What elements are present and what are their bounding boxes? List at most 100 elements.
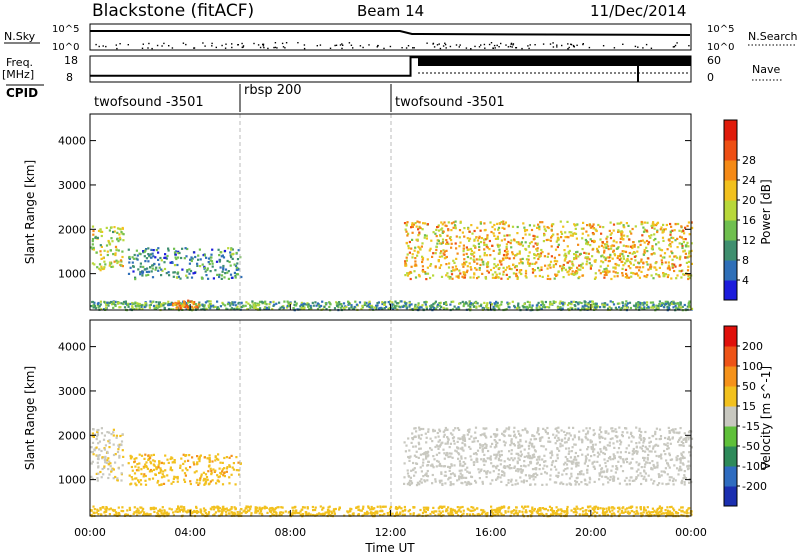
heatmap-cell [633, 448, 635, 450]
heatmap-cell [544, 228, 546, 230]
heatmap-cell [675, 302, 677, 304]
heatmap-cell [615, 431, 617, 433]
heatmap-cell [635, 266, 637, 268]
heatmap-cell [408, 273, 410, 275]
heatmap-cell [266, 307, 268, 309]
nsearch-point [202, 42, 203, 43]
heatmap-cell [376, 302, 378, 304]
heatmap-cell [508, 479, 510, 481]
nsearch-point [513, 43, 514, 44]
heatmap-cell [106, 302, 108, 304]
heatmap-cell [226, 456, 228, 458]
heatmap-cell [584, 483, 586, 485]
heatmap-cell [503, 441, 505, 443]
heatmap-cell [625, 511, 627, 513]
heatmap-cell [501, 433, 503, 435]
heatmap-cell [227, 303, 229, 305]
heatmap-cell [418, 514, 420, 516]
nsearch-point [443, 45, 444, 46]
nsearch-point [434, 46, 435, 47]
heatmap-cell [402, 306, 404, 308]
heatmap-cell [568, 453, 570, 455]
heatmap-cell [576, 238, 578, 240]
heatmap-cell [125, 302, 127, 304]
nsearch-point [116, 48, 117, 49]
heatmap-cell [453, 464, 455, 466]
heatmap-cell [520, 258, 522, 260]
heatmap-cell [328, 510, 330, 512]
heatmap-cell [276, 506, 278, 508]
nsearch-point [211, 45, 212, 46]
heatmap-cell [517, 430, 519, 432]
heatmap-cell [139, 271, 141, 273]
heatmap-cell [451, 278, 453, 280]
heatmap-cell [609, 442, 611, 444]
heatmap-cell [432, 507, 434, 509]
nsearch-point [495, 47, 496, 48]
heatmap-cell [107, 251, 109, 253]
heatmap-cell [533, 225, 535, 227]
heatmap-cell [447, 276, 449, 278]
heatmap-cell [425, 303, 427, 305]
heatmap-cell [117, 303, 119, 305]
heatmap-cell [651, 225, 653, 227]
heatmap-cell [486, 266, 488, 268]
heatmap-cell [644, 457, 646, 459]
heatmap-cell [146, 257, 148, 259]
heatmap-cell [141, 274, 143, 276]
heatmap-cell [573, 511, 575, 513]
heatmap-cell [122, 456, 124, 458]
heatmap-cell [483, 248, 485, 250]
heatmap-cell [656, 231, 658, 233]
nsky-strip: N.Sky 10^5 10^0 10^5 10^0 N.Search [4, 24, 798, 53]
heatmap-cell [557, 457, 559, 459]
nsearch-point [494, 45, 495, 46]
heatmap-cell [495, 301, 497, 303]
heatmap-cell [627, 225, 629, 227]
heatmap-cell [458, 270, 460, 272]
nsearch-trace [95, 42, 689, 49]
nsearch-point [304, 48, 305, 49]
heatmap-cell [513, 427, 515, 429]
heatmap-cell [432, 274, 434, 276]
heatmap-cell [206, 476, 208, 478]
heatmap-cell [602, 241, 604, 243]
heatmap-cell [151, 470, 153, 472]
heatmap-cell [431, 440, 433, 442]
heatmap-cell [512, 459, 514, 461]
heatmap-cell [170, 262, 172, 264]
heatmap-cell [307, 506, 309, 508]
heatmap-cell [662, 237, 664, 239]
heatmap-cell [529, 251, 531, 253]
heatmap-cell [652, 301, 654, 303]
heatmap-cell [184, 460, 186, 462]
heatmap-cell [580, 253, 582, 255]
heatmap-cell [616, 241, 618, 243]
heatmap-cell [411, 256, 413, 258]
heatmap-cell [219, 462, 221, 464]
heatmap-cell [586, 260, 588, 262]
heatmap-cell [589, 481, 591, 483]
heatmap-cell [422, 475, 424, 477]
heatmap-cell [550, 236, 552, 238]
heatmap-cell [181, 506, 183, 508]
heatmap-cell [479, 236, 481, 238]
heatmap-cell [629, 302, 631, 304]
heatmap-cell [549, 301, 551, 303]
heatmap-cell [456, 479, 458, 481]
heatmap-cell [470, 253, 472, 255]
heatmap-cell [140, 263, 142, 265]
heatmap-cell [572, 438, 574, 440]
heatmap-cell [116, 435, 118, 437]
heatmap-cell [155, 267, 157, 269]
heatmap-cell [665, 303, 667, 305]
heatmap-cell [463, 272, 465, 274]
heatmap-cell [186, 271, 188, 273]
heatmap-cell [145, 465, 147, 467]
heatmap-cell [129, 483, 131, 485]
nsearch-point [225, 48, 226, 49]
heatmap-cell [368, 507, 370, 509]
heatmap-cell [149, 307, 151, 309]
heatmap-cell [669, 269, 671, 271]
heatmap-cell [681, 247, 683, 249]
